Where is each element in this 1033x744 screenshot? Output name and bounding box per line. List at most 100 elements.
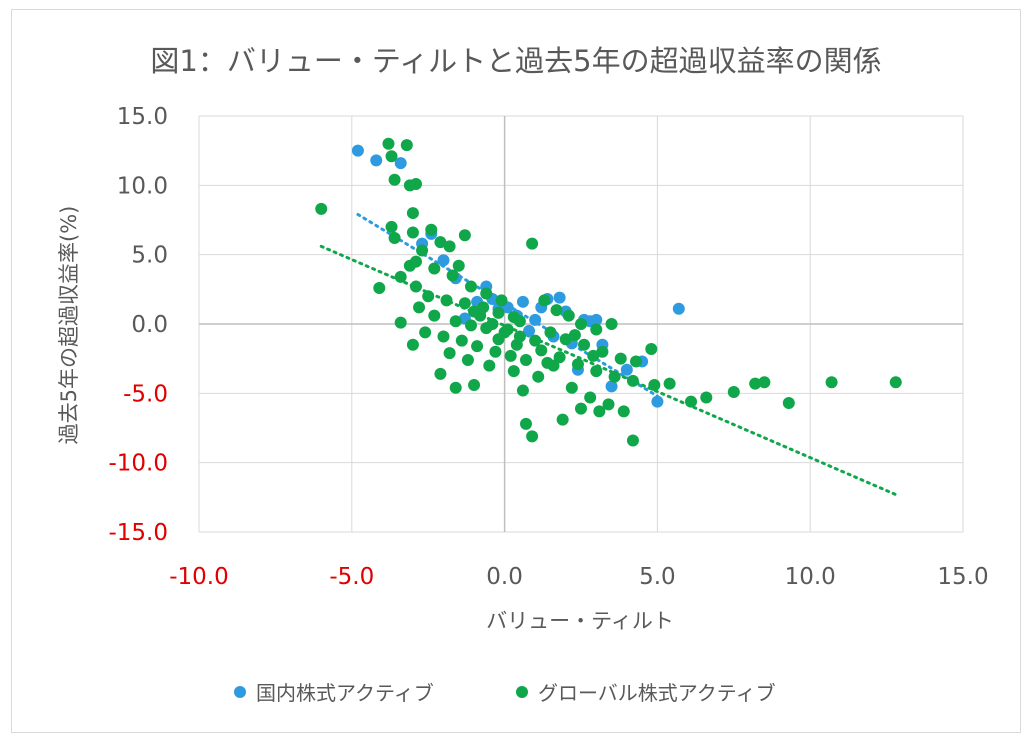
point-global	[425, 223, 438, 236]
point-global	[568, 329, 581, 342]
point-global	[617, 405, 630, 418]
point-global	[513, 315, 526, 328]
point-global	[428, 262, 441, 275]
point-global	[492, 333, 505, 346]
point-global	[413, 301, 426, 314]
point-global	[446, 269, 459, 282]
point-global	[452, 259, 465, 272]
point-global	[605, 318, 618, 330]
point-global	[700, 391, 713, 404]
point-global	[468, 379, 481, 392]
point-global	[584, 391, 597, 404]
point-global	[406, 226, 419, 239]
x-tick-label: 0.0	[486, 564, 523, 590]
point-global	[532, 370, 545, 383]
legend-marker-global	[516, 686, 528, 698]
point-global	[519, 417, 532, 430]
point-global	[461, 354, 474, 367]
point-global	[749, 377, 762, 390]
point-global	[492, 306, 505, 319]
legend-label-domestic: 国内株式アクティブ	[256, 681, 434, 705]
point-global	[593, 405, 606, 418]
point-global	[727, 385, 740, 398]
y-tick-label: -10.0	[108, 451, 168, 477]
point-global	[434, 236, 447, 249]
point-global	[394, 270, 407, 283]
point-global	[394, 316, 407, 329]
point-global	[590, 365, 603, 378]
point-global	[385, 220, 398, 233]
point-global	[440, 294, 453, 307]
point-global	[575, 318, 587, 330]
point-domestic	[516, 295, 529, 308]
y-tick-label: 5.0	[131, 243, 168, 269]
point-global	[406, 338, 419, 351]
x-tick-label: 5.0	[639, 564, 676, 590]
point-global	[626, 374, 639, 387]
point-global	[575, 402, 587, 415]
x-axis-label: バリュー・ティルト	[486, 609, 674, 633]
point-global	[782, 397, 795, 410]
y-tick-labels: 15.0 10.0 5.0 0.0 -5.0 -10.0 -15.0	[108, 104, 168, 546]
point-global	[483, 359, 496, 372]
point-domestic	[590, 313, 603, 326]
point-domestic	[394, 157, 407, 170]
data-points	[315, 137, 902, 447]
point-global	[458, 297, 471, 310]
point-global	[382, 137, 395, 150]
point-global	[614, 352, 627, 365]
point-global	[406, 207, 419, 220]
point-global	[553, 351, 566, 364]
point-global	[409, 255, 422, 268]
point-global	[385, 150, 398, 163]
point-global	[550, 304, 563, 317]
point-global	[480, 287, 493, 300]
point-global	[596, 345, 609, 358]
point-global	[373, 281, 386, 294]
point-domestic	[553, 291, 566, 304]
x-tick-label: -5.0	[329, 564, 374, 590]
point-global	[400, 139, 413, 152]
y-tick-label: 0.0	[131, 312, 168, 338]
point-global	[529, 334, 542, 347]
point-global	[455, 334, 468, 347]
chart-title: 図1：バリュー・ティルトと過去5年の超過収益率の関係	[150, 44, 881, 78]
y-tick-label: 15.0	[117, 104, 168, 130]
point-global	[504, 349, 517, 362]
point-global	[663, 377, 676, 390]
point-global	[626, 434, 639, 447]
y-tick-label: 10.0	[117, 173, 168, 199]
point-global	[416, 244, 429, 257]
point-global	[648, 379, 661, 392]
point-global	[409, 280, 422, 293]
point-domestic	[370, 154, 383, 167]
point-global	[630, 355, 643, 368]
point-global	[535, 344, 548, 357]
point-global	[544, 326, 557, 339]
legend-label-global: グローバル株式アクティブ	[538, 681, 776, 705]
point-global	[464, 280, 477, 293]
y-axis-label: 過去5年の超過収益率(%)	[57, 206, 81, 445]
point-global	[685, 395, 698, 408]
point-global	[422, 290, 435, 303]
point-global	[449, 381, 462, 394]
point-global	[578, 338, 591, 351]
point-global	[889, 376, 902, 389]
point-global	[565, 381, 578, 394]
x-tick-label: 10.0	[785, 564, 836, 590]
legend: 国内株式アクティブ グローバル株式アクティブ	[234, 681, 776, 705]
trendline-global	[319, 244, 898, 497]
point-domestic	[437, 254, 450, 267]
point-global	[315, 202, 328, 215]
point-domestic	[351, 144, 364, 157]
point-global	[602, 398, 615, 411]
point-global	[388, 232, 401, 245]
x-tick-label: -10.0	[169, 564, 229, 590]
point-global	[458, 229, 471, 242]
point-global	[758, 376, 771, 389]
y-tick-label: -5.0	[123, 381, 168, 407]
gridlines	[198, 115, 964, 533]
point-global	[825, 376, 838, 389]
point-global	[507, 365, 520, 378]
x-tick-labels: -10.0 -5.0 0.0 5.0 10.0 15.0	[169, 564, 988, 590]
